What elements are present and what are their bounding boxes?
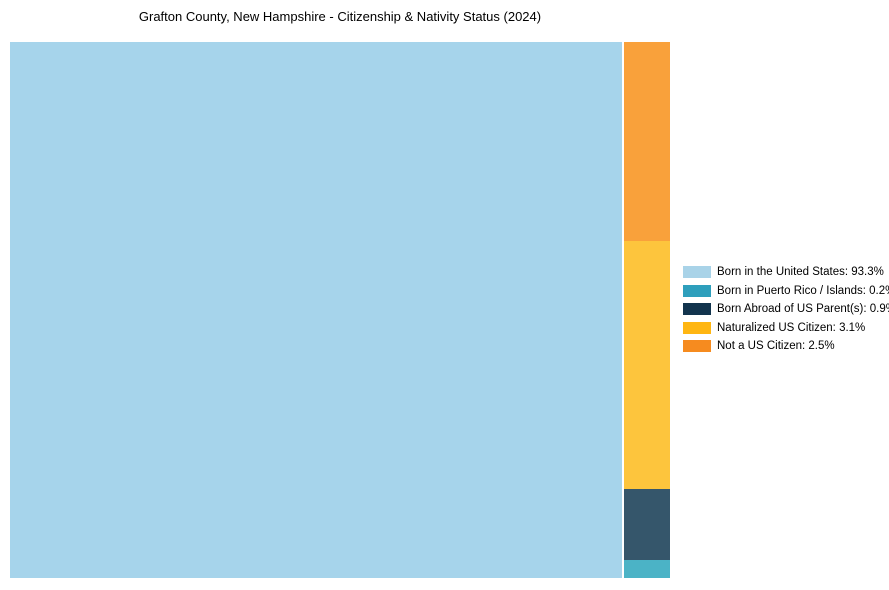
legend-label-not-us-citizen: Not a US Citizen: 2.5% [717,340,835,352]
legend-swatch-born-in-us [683,266,711,278]
treemap-rect-naturalized-citizen[interactable] [624,241,670,489]
treemap-rect-born-in-us[interactable] [10,42,622,578]
legend-item-naturalized-citizen[interactable]: Naturalized US Citizen: 3.1% [683,321,889,334]
treemap-rect-born-abroad-us-parents[interactable] [624,489,670,560]
legend: Born in the United States: 93.3% Born in… [683,266,889,359]
legend-item-born-in-us[interactable]: Born in the United States: 93.3% [683,266,889,278]
legend-swatch-born-abroad-us-parents [683,303,711,315]
page-title: Grafton County, New Hampshire - Citizens… [138,9,542,24]
legend-item-born-abroad-us-parents[interactable]: Born Abroad of US Parent(s): 0.9% [683,303,889,315]
legend-item-not-us-citizen[interactable]: Not a US Citizen: 2.5% [683,340,889,352]
legend-item-born-puerto-rico-islands[interactable]: Born in Puerto Rico / Islands: 0.2% [683,284,889,297]
legend-swatch-born-puerto-rico-islands [683,284,711,297]
treemap-rect-born-puerto-rico-islands[interactable] [624,560,670,578]
legend-swatch-not-us-citizen [683,340,711,352]
legend-swatch-naturalized-citizen [683,321,711,334]
treemap [10,42,670,578]
legend-label-born-abroad-us-parents: Born Abroad of US Parent(s): 0.9% [717,303,889,315]
treemap-rect-not-us-citizen[interactable] [624,42,670,241]
legend-label-naturalized-citizen: Naturalized US Citizen: 3.1% [717,321,866,334]
legend-label-born-in-us: Born in the United States: 93.3% [717,266,884,278]
legend-label-born-puerto-rico-islands: Born in Puerto Rico / Islands: 0.2% [717,284,889,297]
